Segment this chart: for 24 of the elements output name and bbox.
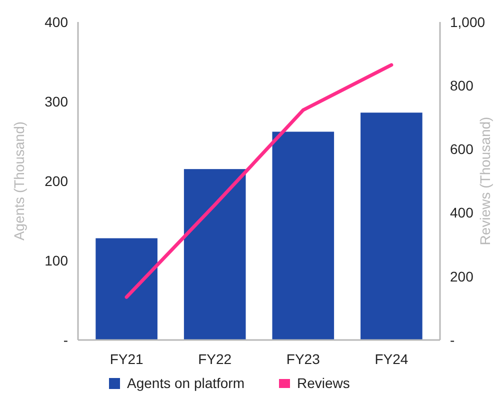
y2-tick-label: 1,000 [450, 14, 486, 30]
legend-label: Agents on platform [127, 375, 245, 391]
line-series [124, 63, 394, 299]
bar [96, 238, 158, 340]
y2-axis-title: Reviews (Thousand) [477, 116, 493, 246]
y2-tick-label: 400 [450, 204, 474, 221]
x-tick-label: FY21 [110, 351, 144, 367]
y-tick-label: - [63, 332, 68, 348]
y-axis-title: Agents (Thousand) [11, 121, 27, 241]
y2-tick-label: 600 [450, 141, 474, 158]
y2-tick-label: 200 [450, 268, 474, 284]
y2-tick-label: - [450, 332, 455, 348]
x-tick-label: FY22 [198, 351, 232, 367]
x-tick-label: FY24 [374, 351, 408, 367]
bar [272, 132, 334, 340]
y-tick-label: 400 [44, 14, 68, 30]
bar [360, 112, 422, 340]
y2-tick-label: 800 [450, 78, 474, 94]
bar [184, 169, 246, 340]
y-tick-label: 100 [44, 252, 68, 268]
y-tick-label: 300 [44, 93, 68, 110]
x-tick-label: FY23 [286, 351, 320, 367]
legend-label: Reviews [297, 375, 350, 391]
y-tick-label: 200 [44, 172, 68, 189]
